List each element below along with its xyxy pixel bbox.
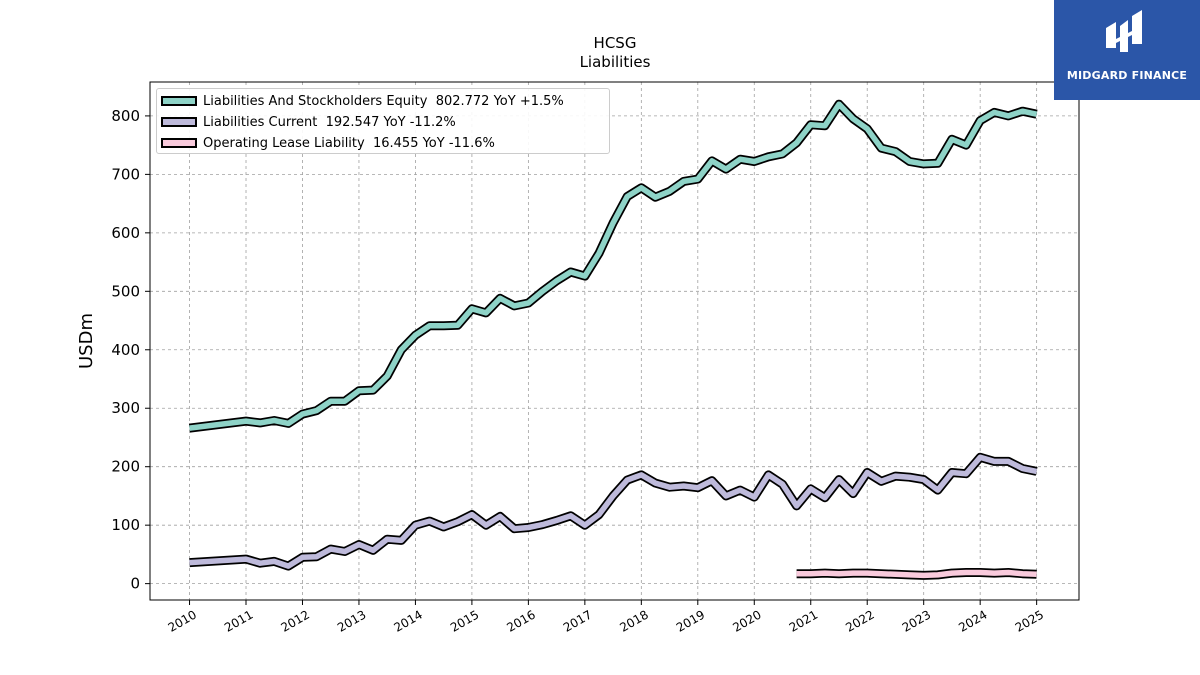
x-tick-label: 2018 (617, 607, 650, 634)
x-tick-label: 2024 (956, 607, 989, 634)
x-tick-label: 2025 (1013, 607, 1046, 634)
legend-swatch-lease (161, 138, 197, 148)
x-axis: 2010 2011 2012 2013 2014 2015 2016 2017 2018 2019… (166, 600, 1046, 635)
legend-item-current: Liabilities Current 192.547 YoY -11.2% (157, 113, 456, 131)
chart-legend: Liabilities And Stockholders Equity 802.… (156, 88, 610, 154)
x-tick-label: 2017 (561, 607, 594, 634)
x-tick-label: 2022 (843, 607, 876, 634)
legend-item-equity: Liabilities And Stockholders Equity 802.… (157, 92, 564, 110)
chart-subtitle: Liabilities (580, 53, 651, 71)
legend-item-lease: Operating Lease Liability 16.455 YoY -11… (157, 134, 495, 152)
series-line-operating-lease-liability (796, 569, 1037, 579)
y-tick-label: 200 (111, 458, 140, 476)
y-axis-label: USDm (76, 313, 97, 369)
y-tick-label: 800 (111, 107, 140, 125)
x-tick-label: 2019 (674, 607, 707, 634)
y-tick-label: 100 (111, 516, 140, 534)
brand-logo: MIDGARD FINANCE (1054, 0, 1200, 100)
series-outline-liabilities-current (189, 452, 1038, 571)
y-tick-label: 700 (111, 165, 140, 183)
x-tick-label: 2023 (900, 607, 933, 634)
x-tick-label: 2011 (222, 607, 255, 634)
series-layer (188, 99, 1038, 580)
legend-swatch-equity (161, 96, 197, 106)
legend-label-equity: Liabilities And Stockholders Equity 802.… (203, 93, 564, 109)
y-tick-label: 0 (130, 575, 140, 593)
legend-label-current: Liabilities Current 192.547 YoY -11.2% (203, 114, 456, 130)
legend-label-lease: Operating Lease Liability 16.455 YoY -11… (203, 135, 495, 151)
x-tick-label: 2015 (448, 607, 481, 634)
x-tick-label: 2010 (166, 607, 199, 634)
x-tick-label: 2014 (391, 607, 424, 634)
midgard-logo-icon (1106, 10, 1142, 52)
series-line-liabilities-current (189, 454, 1038, 569)
x-tick-label: 2020 (730, 607, 763, 634)
y-tick-label: 400 (111, 341, 140, 359)
x-tick-label: 2021 (787, 607, 820, 634)
y-tick-label: 300 (111, 399, 140, 417)
x-tick-label: 2012 (279, 607, 312, 634)
plot-frame (149, 81, 1080, 601)
y-tick-label: 600 (111, 224, 140, 242)
x-tick-label: 2016 (504, 607, 537, 634)
y-axis: 0 100 200 300 400 500 600 700 800 (111, 107, 150, 593)
chart-title: HCSG (594, 34, 637, 52)
series-line-liabilities-and-stockholders-equity (189, 101, 1038, 431)
x-tick-label: 2013 (335, 607, 368, 634)
brand-name: MIDGARD FINANCE (1066, 69, 1188, 82)
legend-swatch-current (161, 117, 197, 127)
y-tick-label: 500 (111, 282, 140, 300)
